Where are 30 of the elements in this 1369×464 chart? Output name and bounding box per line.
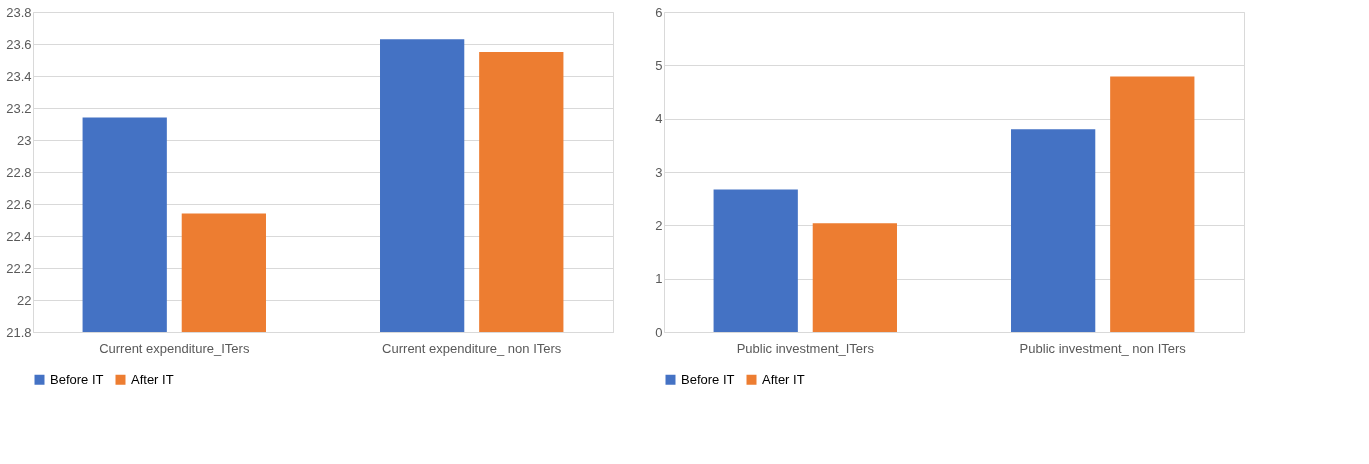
y-tick-label: 3 — [655, 164, 663, 180]
bar — [713, 189, 798, 332]
legend-label: Before IT — [681, 371, 735, 387]
bar — [812, 223, 897, 332]
y-tick-label: 23.2 — [6, 100, 32, 116]
y-tick-label: 21.8 — [6, 324, 32, 340]
y-tick-label: 22.4 — [6, 228, 32, 244]
x-tick-label: Current expenditure_ non ITers — [382, 340, 562, 356]
y-tick-label: 23 — [17, 132, 32, 148]
x-tick-label: Public investment_ non ITers — [1019, 340, 1187, 356]
y-tick-label: 2 — [655, 217, 663, 233]
y-tick-label: 5 — [655, 57, 663, 73]
y-tick-label: 23.6 — [6, 36, 32, 52]
bar — [1110, 76, 1195, 332]
y-tick-label: 23.4 — [6, 68, 32, 84]
x-tick-label: Current expenditure_ITers — [99, 340, 250, 356]
y-tick-label: 22.6 — [6, 196, 32, 212]
legend-label: After IT — [762, 371, 805, 387]
legend-label: After IT — [131, 371, 174, 387]
y-tick-label: 22.2 — [6, 260, 32, 276]
bar — [1011, 129, 1096, 332]
y-tick-label: 6 — [655, 4, 663, 20]
y-tick-label: 1 — [655, 271, 663, 287]
y-tick-label: 23.8 — [6, 4, 32, 20]
y-tick-label: 0 — [655, 324, 663, 340]
x-tick-label: Public investment_ITers — [736, 340, 875, 356]
y-tick-label: 22 — [17, 292, 32, 308]
legend-label: Before IT — [50, 371, 104, 387]
y-tick-label: 22.8 — [6, 164, 32, 180]
y-tick-label: 4 — [655, 111, 663, 127]
